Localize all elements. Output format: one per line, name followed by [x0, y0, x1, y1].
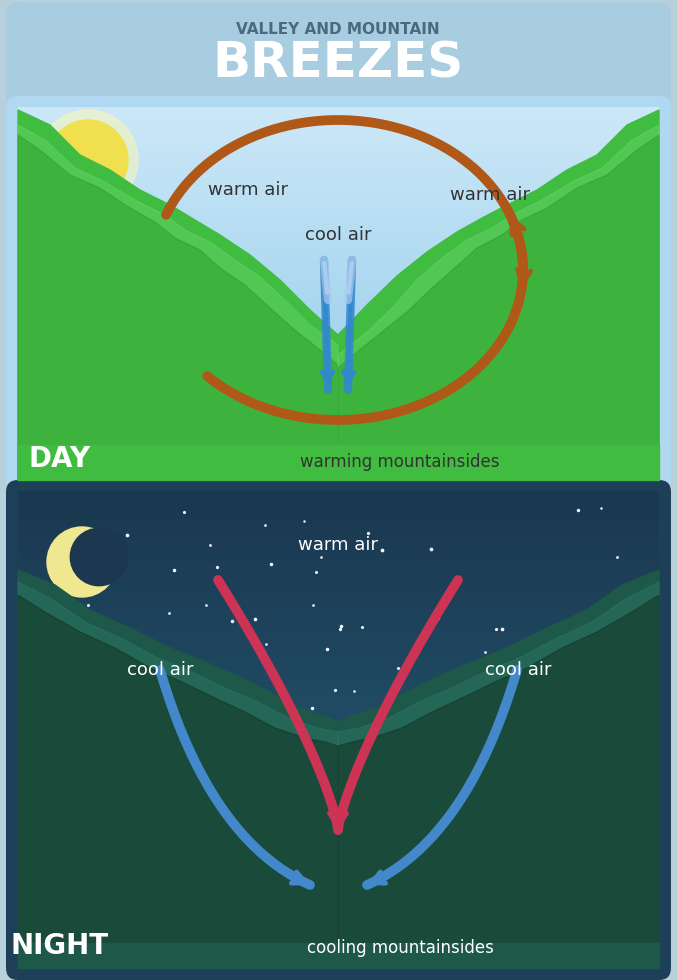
Text: DAY: DAY [29, 445, 91, 473]
Text: VALLEY AND MOUNTAIN: VALLEY AND MOUNTAIN [236, 23, 440, 37]
FancyBboxPatch shape [6, 2, 671, 114]
Circle shape [38, 110, 138, 210]
Text: warm air: warm air [208, 181, 288, 199]
Circle shape [48, 120, 128, 200]
Text: cool air: cool air [305, 226, 371, 244]
Polygon shape [338, 110, 659, 480]
Text: cool air: cool air [127, 661, 193, 679]
Polygon shape [18, 582, 338, 968]
Polygon shape [18, 110, 338, 480]
Polygon shape [18, 135, 338, 480]
Polygon shape [338, 125, 659, 480]
Text: cool air: cool air [485, 661, 551, 679]
Polygon shape [338, 135, 659, 480]
Circle shape [70, 528, 128, 586]
FancyBboxPatch shape [6, 96, 671, 492]
Text: cooling mountainsides: cooling mountainsides [307, 939, 494, 957]
Text: warm air: warm air [298, 536, 378, 554]
Polygon shape [18, 595, 338, 968]
Text: NIGHT: NIGHT [11, 932, 109, 960]
FancyBboxPatch shape [6, 480, 671, 980]
Text: warming mountainsides: warming mountainsides [301, 453, 500, 471]
Polygon shape [18, 445, 659, 480]
Circle shape [47, 527, 117, 597]
Text: warm air: warm air [450, 186, 530, 204]
Polygon shape [18, 943, 659, 968]
Polygon shape [338, 582, 659, 968]
Text: BREEZES: BREEZES [213, 40, 464, 88]
Polygon shape [18, 570, 338, 968]
Polygon shape [338, 595, 659, 968]
Polygon shape [338, 570, 659, 968]
Polygon shape [18, 125, 338, 480]
